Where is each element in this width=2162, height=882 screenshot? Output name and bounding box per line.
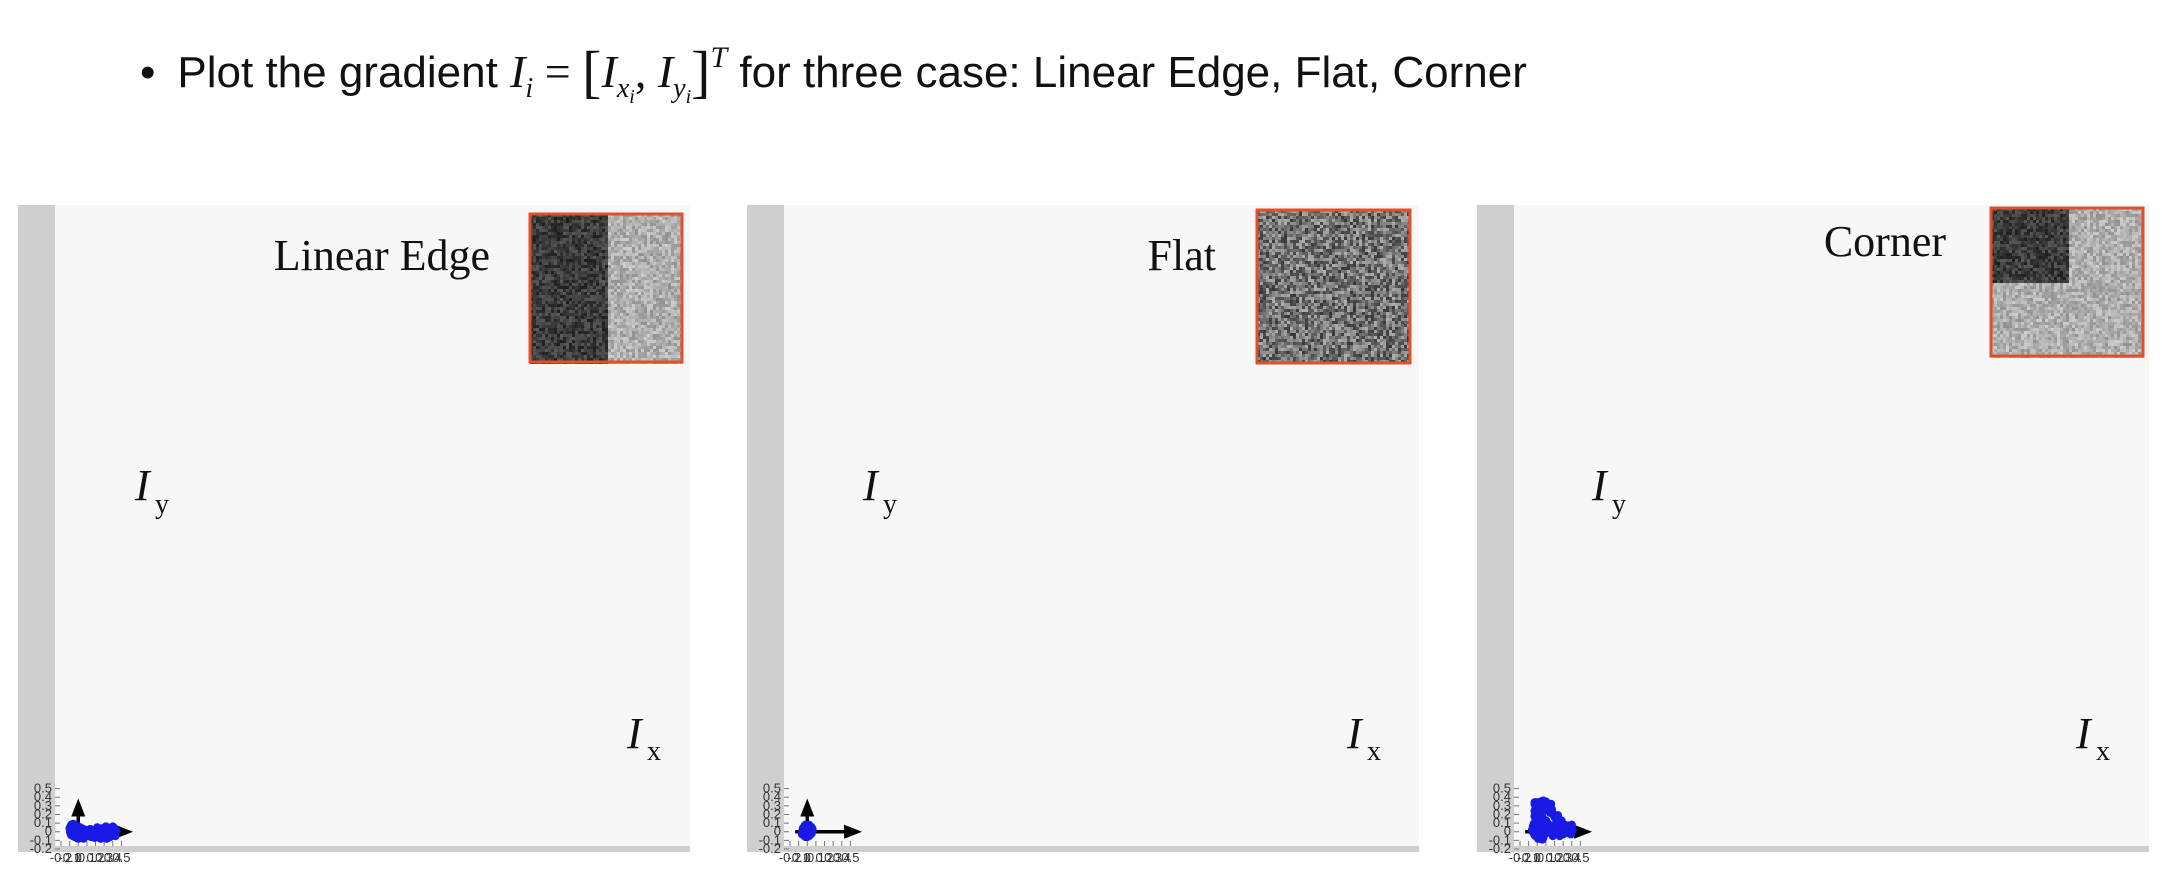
- x-tick-label: 0.1: [807, 850, 825, 865]
- y-tick-label: 0.4: [763, 789, 781, 804]
- data-point: [79, 834, 88, 843]
- y-axis-label-sub: y: [883, 489, 897, 520]
- y-tick-label: 0.1: [1493, 815, 1511, 830]
- thumbnail-image: [1991, 208, 2144, 358]
- x-tick-label: 0.4: [833, 850, 851, 865]
- x-tick-label: 0.1: [1537, 850, 1555, 865]
- x-tick-label: 0.1: [78, 850, 96, 865]
- y-tick-label: 0.5: [763, 781, 781, 796]
- chart-title: Flat: [1148, 231, 1216, 280]
- y-axis-arrow: [800, 798, 815, 817]
- y-tick-label: -0.2: [30, 841, 52, 856]
- x-tick-label: -0.1: [58, 850, 80, 865]
- x-axis-arrow: [844, 824, 863, 839]
- y-tick-label: -0.1: [1489, 832, 1511, 847]
- x-axis-label-sub: x: [1367, 736, 1381, 767]
- headline: • Plot the gradient Ii = [Ixi, Iyi]T for …: [140, 38, 1527, 109]
- data-point: [1558, 830, 1568, 839]
- y-tick-label: 0.5: [1493, 781, 1511, 796]
- x-tick-label: 0.2: [815, 850, 833, 865]
- thumbnail-border: [1255, 208, 1412, 365]
- x-tick-label: 0.4: [1563, 850, 1581, 865]
- y-tick-label: 0: [774, 824, 781, 839]
- chart-title: Corner: [1824, 217, 1947, 266]
- chart-1: -0.2-0.100.10.20.30.40.5-0.2-0.100.10.20…: [18, 205, 690, 865]
- x-tick-label: -0.2: [1509, 850, 1531, 865]
- y-tick-label: 0.3: [34, 798, 52, 813]
- x-axis-label: I: [626, 709, 644, 758]
- data-point: [97, 833, 106, 842]
- x-axis-label: I: [2075, 709, 2093, 758]
- chart-3: -0.2-0.100.10.20.30.40.5-0.2-0.100.10.20…: [1477, 205, 2149, 865]
- y-tick-label: 0.4: [34, 789, 52, 804]
- thumbnail-border: [528, 212, 684, 364]
- x-tick-label: 0.3: [95, 850, 113, 865]
- x-tick-label: 0.3: [824, 850, 842, 865]
- y-tick-label: 0: [1504, 824, 1511, 839]
- x-tick-label: 0.5: [1571, 850, 1589, 865]
- x-tick-label: -0.2: [779, 850, 801, 865]
- data-point: [74, 824, 83, 833]
- thumbnail-border: [1989, 206, 2145, 358]
- y-axis-label-sub: y: [155, 489, 169, 520]
- x-tick-label: 0.2: [86, 850, 104, 865]
- y-axis-label: I: [862, 461, 880, 510]
- data-point: [1537, 823, 1546, 832]
- y-tick-label: 0.2: [763, 806, 781, 821]
- x-tick-label: 0.5: [112, 850, 130, 865]
- data-point: [1567, 820, 1576, 830]
- x-tick-label: -0.1: [1517, 850, 1539, 865]
- x-axis-arrow: [115, 824, 134, 839]
- data-point: [105, 829, 114, 838]
- y-tick-label: -0.2: [759, 841, 781, 856]
- headline-tail: for three case: Linear Edge, Flat, Corne…: [727, 48, 1527, 97]
- x-tick-label: 0.3: [1554, 850, 1572, 865]
- x-tick-label: -0.2: [50, 850, 72, 865]
- thumbnail-image: [530, 214, 683, 364]
- y-axis-label-sub: y: [1612, 489, 1626, 520]
- y-tick-label: 0: [45, 824, 52, 839]
- x-tick-label: 0: [1534, 850, 1541, 865]
- x-tick-label: 0: [75, 850, 82, 865]
- y-tick-label: -0.1: [759, 832, 781, 847]
- y-tick-label: 0.3: [763, 798, 781, 813]
- y-tick-label: 0.1: [763, 815, 781, 830]
- y-tick-label: -0.2: [1489, 841, 1511, 856]
- x-tick-label: 0: [804, 850, 811, 865]
- x-tick-label: -0.1: [787, 850, 809, 865]
- y-tick-label: 0.2: [34, 806, 52, 821]
- y-tick-label: -0.1: [30, 832, 52, 847]
- data-point: [807, 824, 816, 833]
- data-point: [1533, 834, 1543, 843]
- y-axis-label: I: [134, 461, 152, 510]
- x-tick-label: 0.2: [1545, 850, 1563, 865]
- data-point: [109, 823, 118, 832]
- x-axis-arrow: [1574, 824, 1593, 839]
- bullet: •: [140, 48, 156, 97]
- x-axis-label: I: [1346, 709, 1364, 758]
- thumbnail-image: [1257, 210, 1410, 363]
- chart-2: -0.2-0.100.10.20.30.40.5-0.2-0.100.10.20…: [747, 205, 1419, 865]
- data-point: [83, 825, 92, 835]
- y-tick-label: 0.4: [1493, 789, 1511, 804]
- x-axis-label-sub: x: [647, 736, 661, 767]
- chart-title: Linear Edge: [274, 231, 490, 280]
- x-tick-label: 0.4: [104, 850, 122, 865]
- y-axis-label: I: [1591, 461, 1609, 510]
- x-tick-label: 0.5: [841, 850, 859, 865]
- gradient-formula: Ii = [Ixi, Iyi]T: [510, 39, 728, 108]
- x-axis-label-sub: x: [2096, 736, 2110, 767]
- y-tick-label: 0.5: [34, 781, 52, 796]
- y-tick-label: 0.3: [1493, 798, 1511, 813]
- y-tick-label: 0.2: [1493, 806, 1511, 821]
- y-tick-label: 0.1: [34, 815, 52, 830]
- y-axis-arrow: [71, 798, 86, 817]
- headline-lead: Plot the gradient: [177, 48, 498, 97]
- data-point: [90, 829, 99, 838]
